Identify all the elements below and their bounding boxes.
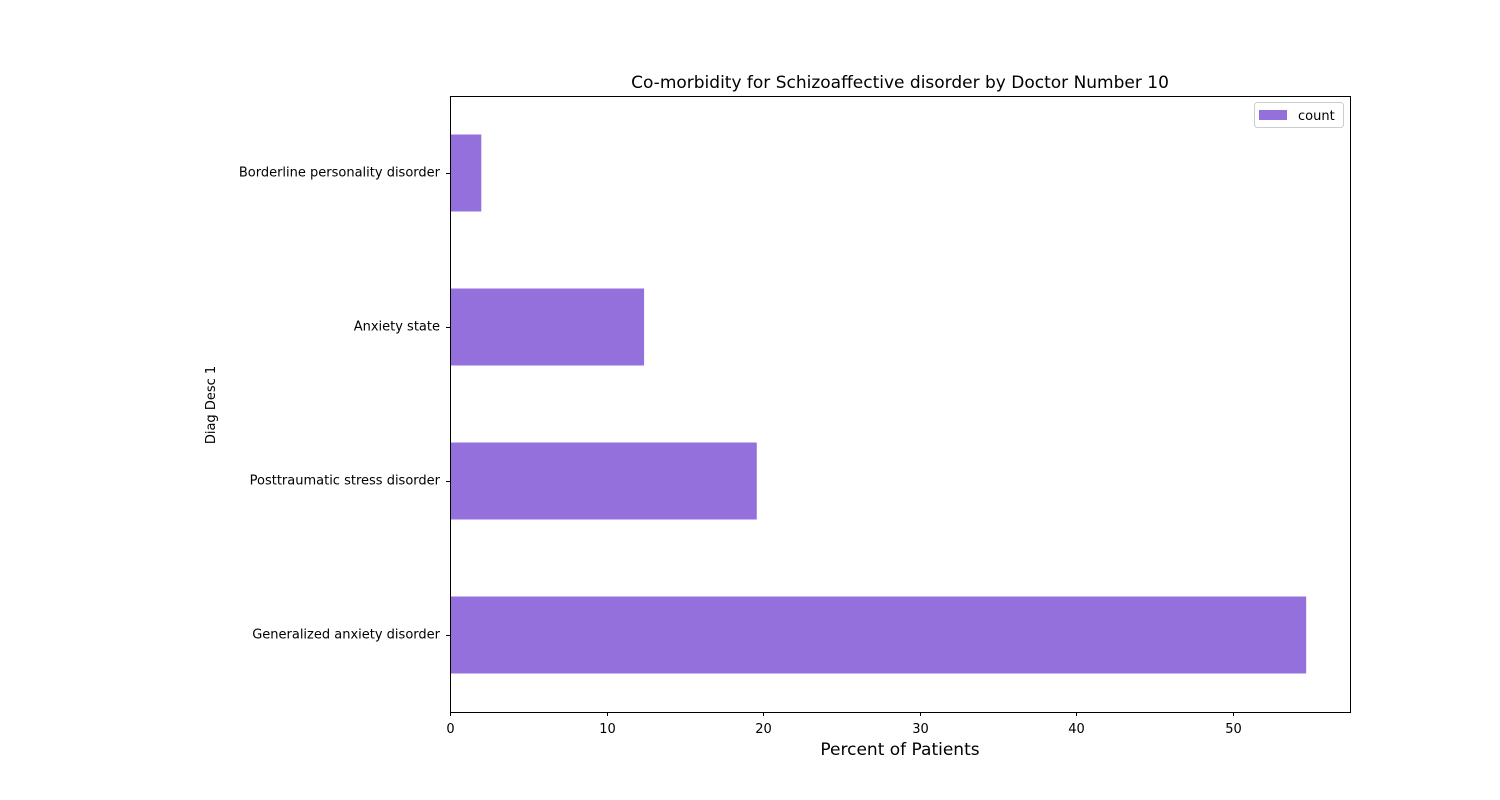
y-tick-label: Posttraumatic stress disorder <box>250 474 441 489</box>
y-axis-ticks: Generalized anxiety disorder Posttraumati… <box>239 166 450 643</box>
y-tick-label: Anxiety state <box>354 320 440 335</box>
legend-label: count <box>1298 109 1335 124</box>
x-tick-label: 0 <box>446 722 454 737</box>
x-tick-label: 50 <box>1225 722 1242 737</box>
x-axis-label: Percent of Patients <box>820 740 979 760</box>
y-axis-label: Diag Desc 1 <box>204 366 219 444</box>
x-tick-label: 30 <box>912 722 929 737</box>
chart-title: Co-morbidity for Schizoaffective disorde… <box>631 73 1169 93</box>
legend-frame <box>1254 102 1344 128</box>
plot-frame <box>450 96 1351 713</box>
bar-0 <box>450 596 1307 674</box>
x-tick-label: 20 <box>755 722 772 737</box>
legend: count <box>1254 102 1344 128</box>
bar-2 <box>450 288 645 366</box>
y-tick-label: Generalized anxiety disorder <box>252 628 440 643</box>
x-axis-ticks: 0 10 20 30 40 50 <box>446 712 1242 737</box>
bar-3 <box>450 134 482 212</box>
bars <box>450 134 1307 674</box>
x-tick-label: 40 <box>1068 722 1085 737</box>
legend-swatch <box>1259 110 1287 120</box>
bar-1 <box>450 442 757 520</box>
y-tick-label: Borderline personality disorder <box>239 166 441 181</box>
x-tick-label: 10 <box>599 722 616 737</box>
